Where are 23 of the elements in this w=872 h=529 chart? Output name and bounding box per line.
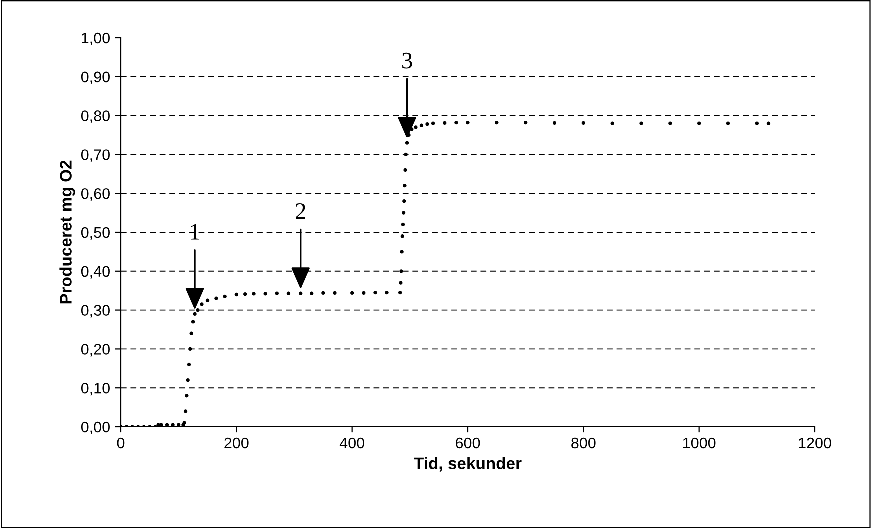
y-tick-label: 0,30 (81, 305, 110, 318)
x-tick-label: 400 (340, 438, 364, 449)
y-tick-label: 0,70 (81, 150, 110, 162)
x-tick-label: 800 (572, 438, 596, 449)
y-tick-label: 1,00 (82, 32, 110, 46)
annotation: 2 (296, 203, 306, 220)
y-tick-label: 0,50 (81, 227, 110, 240)
y-tick-label: 0,20 (81, 344, 110, 357)
x-tick-label: 200 (224, 438, 249, 449)
x-tick-label: 0 (117, 438, 125, 449)
x-axis-title: Tid, sekunder (414, 457, 522, 472)
annotation: 3 (402, 52, 412, 69)
y-tick-label: 0,80 (81, 110, 110, 124)
annotation: 1 (191, 224, 200, 240)
x-tick-label: 1200 (799, 438, 832, 449)
y-axis-title: Produceret mg O2 (60, 160, 76, 304)
y-tick-label: 0,90 (81, 72, 110, 84)
x-tick-label: 1000 (684, 438, 716, 449)
y-tick-label: 0,40 (81, 266, 110, 279)
x-tick-label: 600 (456, 438, 480, 449)
y-tick-label: 0,10 (81, 382, 110, 396)
y-tick-label: 0,00 (81, 422, 110, 434)
y-tick-label: 0,60 (81, 188, 110, 202)
